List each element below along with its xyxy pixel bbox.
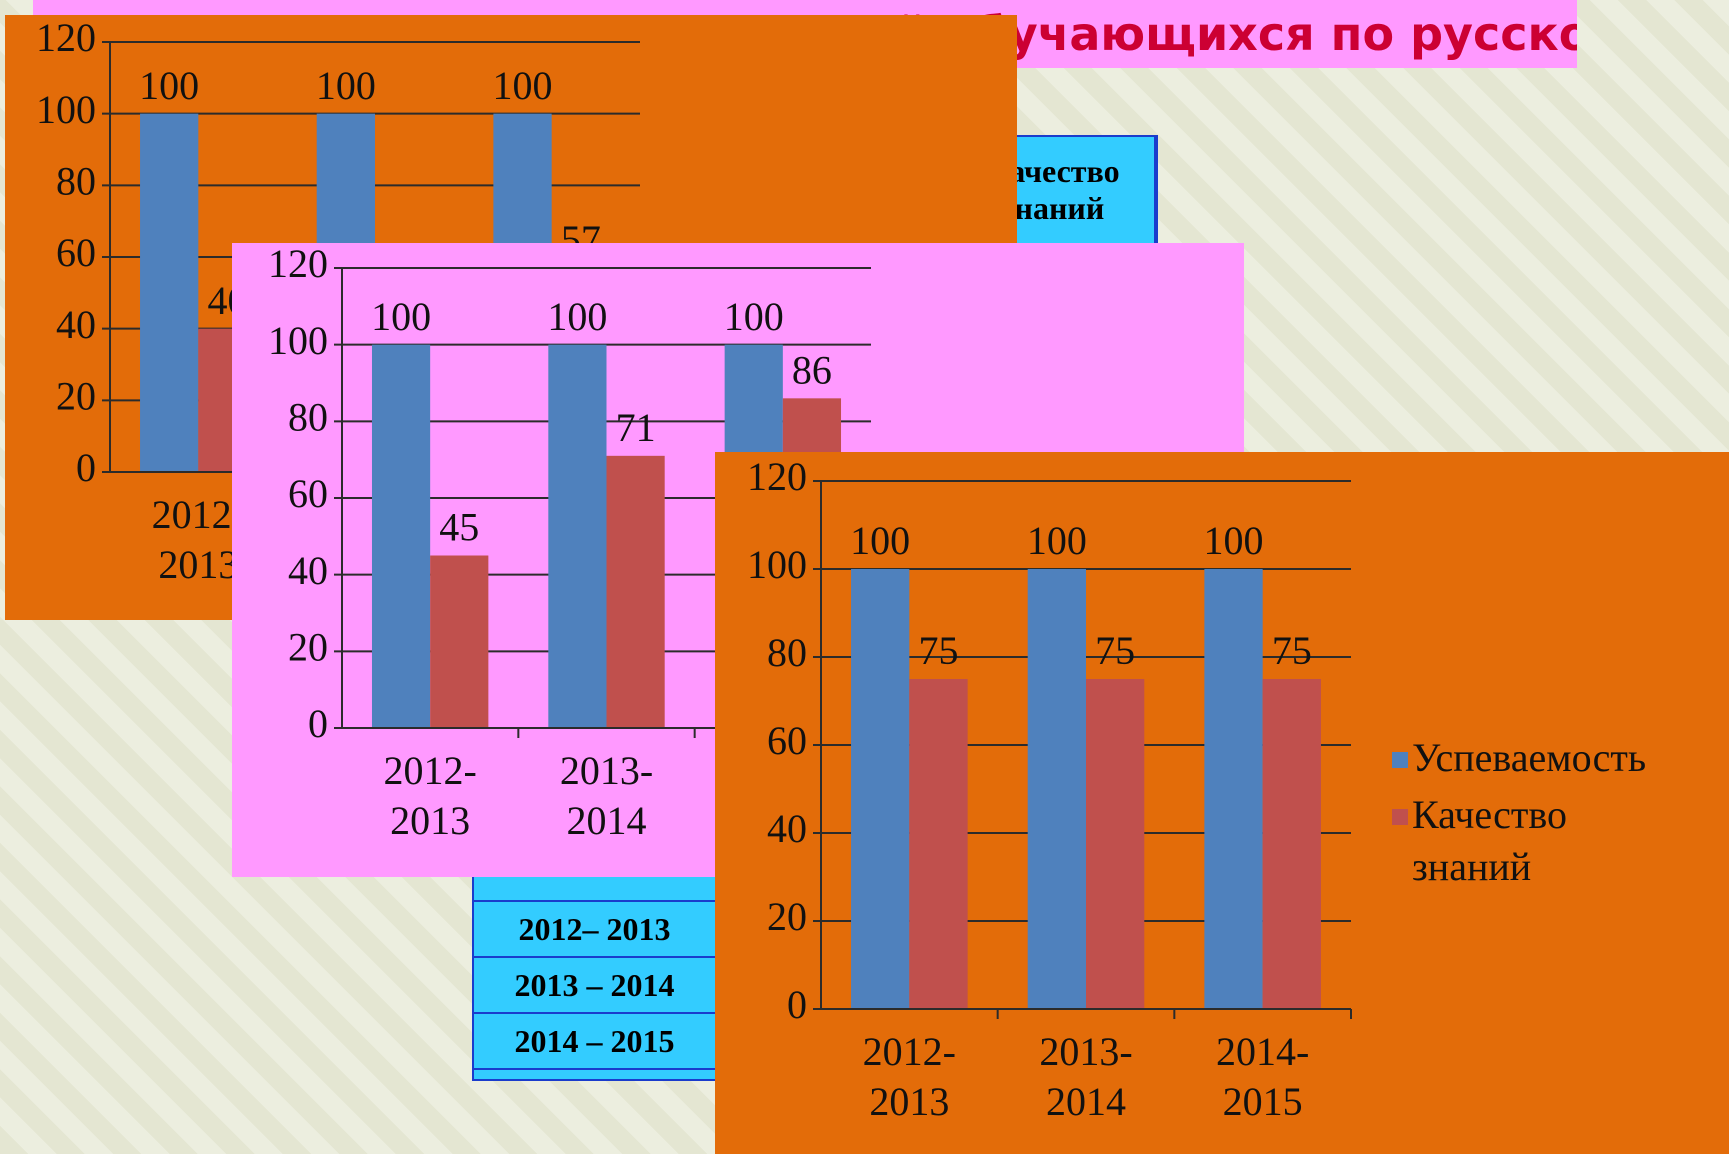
y-tick-label: 0 <box>76 445 96 490</box>
value-label: 86 <box>792 348 832 393</box>
value-label: 100 <box>316 63 376 108</box>
slide: Успеваемость и качество знаний обучающих… <box>0 0 1729 1154</box>
legend-swatch <box>1392 752 1408 768</box>
legend-label: Успеваемость <box>1412 732 1692 784</box>
bar <box>909 679 967 1009</box>
value-label: 71 <box>616 405 656 450</box>
value-label: 100 <box>1027 518 1087 563</box>
y-tick-label: 120 <box>747 454 807 499</box>
value-label: 100 <box>724 294 784 339</box>
x-tick-label: 2013-2014 <box>1007 1027 1166 1127</box>
y-tick-label: 0 <box>308 701 328 746</box>
y-tick-label: 40 <box>56 302 96 347</box>
y-tick-label: 120 <box>36 15 96 60</box>
y-tick-label: 20 <box>56 374 96 419</box>
x-tick-label: 2013-2014 <box>527 746 686 846</box>
value-label: 75 <box>1272 628 1312 673</box>
y-tick-label: 20 <box>288 625 328 670</box>
bar <box>140 114 198 472</box>
bar <box>851 569 909 1009</box>
bar <box>1086 679 1144 1009</box>
table-cell: 2012– 2013 <box>472 900 717 958</box>
value-label: 100 <box>1204 518 1264 563</box>
y-tick-label: 40 <box>767 806 807 851</box>
table-cell: 2014 – 2015 <box>472 1012 717 1070</box>
y-tick-label: 100 <box>36 87 96 132</box>
x-tick-label: 2014-2015 <box>1183 1027 1342 1127</box>
legend-swatch <box>1392 809 1408 825</box>
y-tick-label: 120 <box>268 243 328 286</box>
bar <box>1204 569 1262 1009</box>
x-tick-label: 2012-2013 <box>351 746 510 846</box>
y-tick-label: 40 <box>288 548 328 593</box>
y-tick-label: 60 <box>767 718 807 763</box>
bar <box>1263 679 1321 1009</box>
y-tick-label: 80 <box>288 395 328 440</box>
y-tick-label: 20 <box>767 894 807 939</box>
bar <box>548 345 606 728</box>
y-tick-label: 80 <box>56 159 96 204</box>
value-label: 75 <box>1095 628 1135 673</box>
value-label: 75 <box>918 628 958 673</box>
value-label: 100 <box>371 294 431 339</box>
value-label: 45 <box>439 505 479 550</box>
y-tick-label: 100 <box>747 542 807 587</box>
y-tick-label: 0 <box>787 982 807 1027</box>
value-label: 100 <box>139 63 199 108</box>
y-tick-label: 100 <box>268 318 328 363</box>
value-label: 100 <box>850 518 910 563</box>
bar <box>430 556 488 729</box>
bar <box>1028 569 1086 1009</box>
table-cell: 2013 – 2014 <box>472 956 717 1014</box>
y-tick-label: 60 <box>56 230 96 275</box>
y-tick-label: 80 <box>767 630 807 675</box>
bar <box>372 345 430 728</box>
x-tick-label: 2012-2013 <box>830 1027 989 1127</box>
value-label: 100 <box>493 63 553 108</box>
legend-label: Качество знаний <box>1412 789 1692 893</box>
y-tick-label: 60 <box>288 471 328 516</box>
bar <box>607 456 665 728</box>
value-label: 100 <box>547 294 607 339</box>
